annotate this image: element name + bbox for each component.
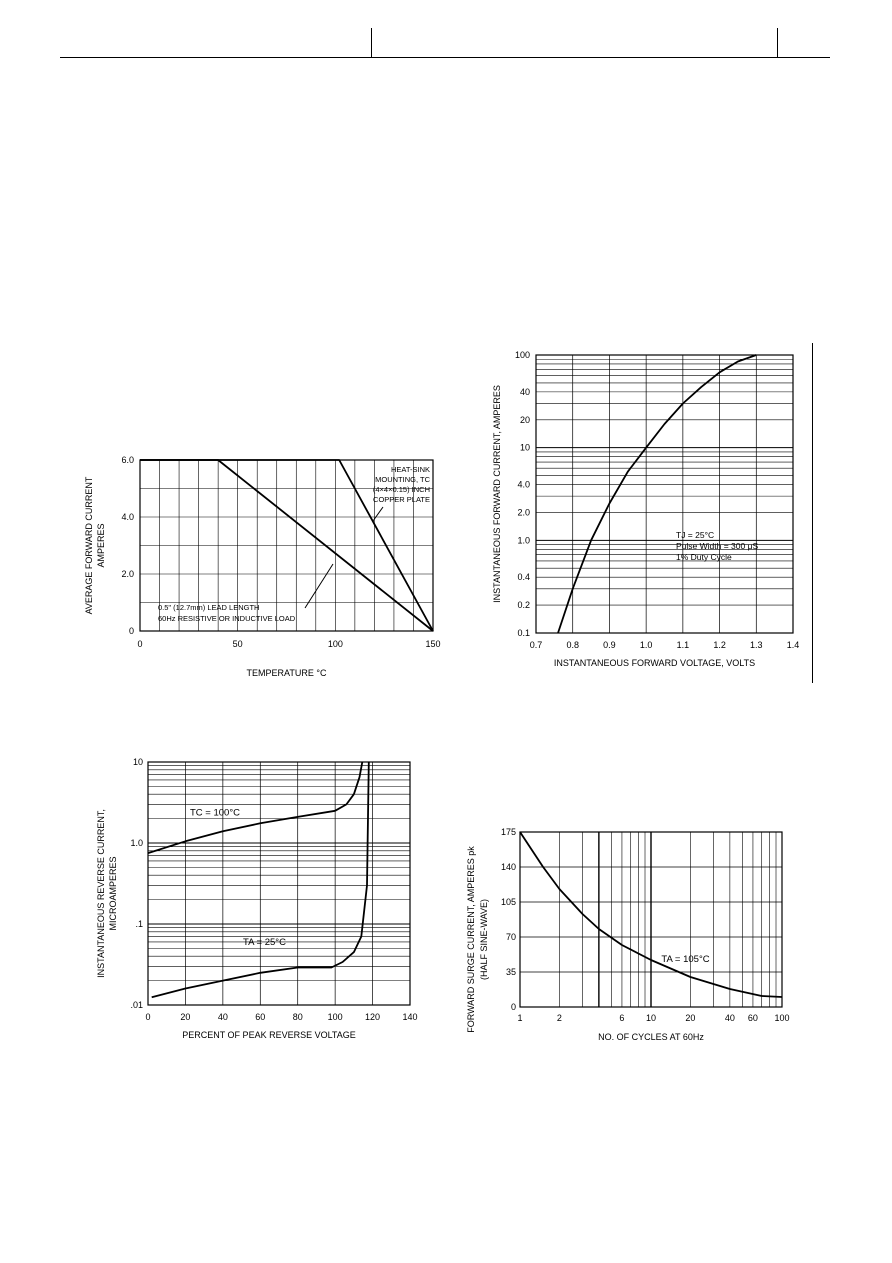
x-tick-label: 1.1 — [677, 640, 690, 650]
x-tick-label: 1.2 — [713, 640, 726, 650]
annotation-lead-length: 0.5" (12.7mm) LEAD LENGTH — [158, 603, 259, 612]
y-axis-label: FORWARD SURGE CURRENT, AMPERES pk — [466, 846, 476, 1033]
x-tick-label: 150 — [425, 639, 440, 649]
annotation-arrow — [304, 563, 334, 609]
y-tick-label: 10 — [520, 443, 530, 453]
plot-frame — [519, 831, 783, 1008]
y-tick-label: 1.0 — [130, 838, 143, 848]
y-tick-label: 0 — [511, 1002, 516, 1012]
y-tick-label: 20 — [520, 415, 530, 425]
y-tick-label: 0.4 — [517, 572, 530, 582]
x-axis-label: NO. OF CYCLES AT 60Hz — [598, 1032, 704, 1042]
y-axis-label: (HALF SINE-WAVE) — [479, 899, 489, 980]
y-tick-label: 0 — [129, 626, 134, 636]
y-tick-label: 4.0 — [121, 512, 134, 522]
y-axis-label: AVERAGE FORWARD CURRENT — [84, 476, 94, 614]
chart-forward-current-derating: 0 50 100 150 0 2.0 4.0 6.0 TEMPERATURE °C AVERAGE… — [84, 455, 441, 678]
y-tick-label: 35 — [506, 967, 516, 977]
plot-frame — [535, 354, 794, 634]
x-tick-label: 20 — [685, 1013, 695, 1023]
header-divider-2 — [777, 28, 778, 57]
annotation-lead-length: 60Hz RESISTIVE OR INDUCTIVE LOAD — [158, 614, 296, 623]
y-axis-label: INSTANTANEOUS REVERSE CURRENT, — [96, 809, 106, 978]
x-tick-label: 0.7 — [530, 640, 543, 650]
series-curve-1 — [519, 831, 783, 998]
x-tick-label: 6 — [619, 1013, 624, 1023]
y-tick-label: 105 — [501, 897, 516, 907]
x-axis-label: PERCENT OF PEAK REVERSE VOLTAGE — [182, 1030, 356, 1040]
series-label-ta25: TA = 25°C — [243, 937, 286, 948]
y-tick-label: 1.0 — [517, 535, 530, 545]
x-tick-label: 60 — [255, 1012, 265, 1022]
x-tick-label: 1.4 — [787, 640, 800, 650]
annotation-heat-sink: COPPER PLATE — [373, 495, 430, 504]
y-tick-label: 6.0 — [121, 455, 134, 465]
y-tick-label: 2.0 — [517, 507, 530, 517]
x-tick-label: 40 — [218, 1012, 228, 1022]
chart-forward-characteristics: 0.7 0.8 0.9 1.0 1.1 1.2 1.3 1.4 0.1 0.2 0.4 1.0 2.0 4… — [492, 350, 800, 668]
x-tick-label: 140 — [402, 1012, 417, 1022]
header-divider-1 — [371, 28, 372, 57]
x-tick-label: 0 — [145, 1012, 150, 1022]
x-tick-label: 100 — [774, 1013, 789, 1023]
plot-frame — [147, 761, 411, 1006]
x-tick-label: 10 — [646, 1013, 656, 1023]
x-axis-label: INSTANTANEOUS FORWARD VOLTAGE, VOLTS — [554, 658, 755, 668]
x-tick-label: 0.8 — [566, 640, 579, 650]
x-tick-label: 80 — [293, 1012, 303, 1022]
x-tick-label: 1 — [517, 1013, 522, 1023]
x-axis-label: TEMPERATURE °C — [247, 668, 327, 678]
annotation-arrow — [372, 506, 384, 522]
series-curve-2 — [151, 761, 370, 999]
series-label-ta105: TA = 105°C — [661, 954, 709, 965]
annotation-heat-sink: HEAT-SINK — [391, 465, 430, 474]
x-tick-label: 1.0 — [640, 640, 653, 650]
chart-reverse-characteristics: 0 20 40 60 80 100 120 140 .01 .1 1.0 10 TC = 100°C TA… — [96, 757, 418, 1040]
x-tick-label: 60 — [748, 1013, 758, 1023]
x-tick-label: 0 — [137, 639, 142, 649]
annotation-test-conditions: TJ = 25°C — [676, 530, 714, 540]
series-line-2 — [140, 459, 434, 632]
side-rule — [812, 343, 813, 683]
x-tick-label: 0.9 — [603, 640, 616, 650]
y-tick-label: 10 — [133, 757, 143, 767]
x-tick-label: 100 — [328, 639, 343, 649]
y-tick-label: 40 — [520, 387, 530, 397]
y-tick-label: 0.1 — [517, 628, 530, 638]
y-axis-label: AMPERES — [96, 523, 106, 567]
y-tick-label: 70 — [506, 932, 516, 942]
y-tick-label: 0.2 — [517, 600, 530, 610]
annotation-test-conditions: Pulse Width = 300 μS — [676, 541, 758, 551]
annotation-heat-sink: MOUNTING, TC — [375, 475, 430, 484]
y-tick-label: 140 — [501, 862, 516, 872]
y-tick-label: .1 — [135, 919, 143, 929]
y-axis-label: MICROAMPERES — [108, 856, 118, 930]
x-tick-label: 120 — [365, 1012, 380, 1022]
header-rule — [60, 57, 830, 58]
x-tick-label: 50 — [233, 639, 243, 649]
y-tick-label: 175 — [501, 827, 516, 837]
y-axis-label: INSTANTANEOUS FORWARD CURRENT, AMPERES — [492, 385, 502, 603]
chart-surge-current: 1 2 6 10 20 40 60 100 0 35 70 105 140 175 TA = 105°C NO… — [466, 827, 790, 1042]
y-tick-label: .01 — [130, 1000, 143, 1010]
series-label-tc100: TC = 100°C — [190, 807, 240, 818]
y-tick-label: 2.0 — [121, 569, 134, 579]
annotation-heat-sink: (4×4×0.15) INCH — [373, 485, 430, 494]
series-curve-1 — [557, 354, 757, 634]
y-tick-label: 100 — [515, 350, 530, 360]
series-curve-1 — [147, 761, 364, 854]
y-tick-label: 4.0 — [517, 480, 530, 490]
annotation-test-conditions: 1% Duty Cycle — [676, 552, 732, 562]
x-tick-label: 40 — [725, 1013, 735, 1023]
x-tick-label: 1.3 — [750, 640, 763, 650]
x-tick-label: 20 — [180, 1012, 190, 1022]
x-tick-label: 2 — [557, 1013, 562, 1023]
x-tick-label: 100 — [328, 1012, 343, 1022]
